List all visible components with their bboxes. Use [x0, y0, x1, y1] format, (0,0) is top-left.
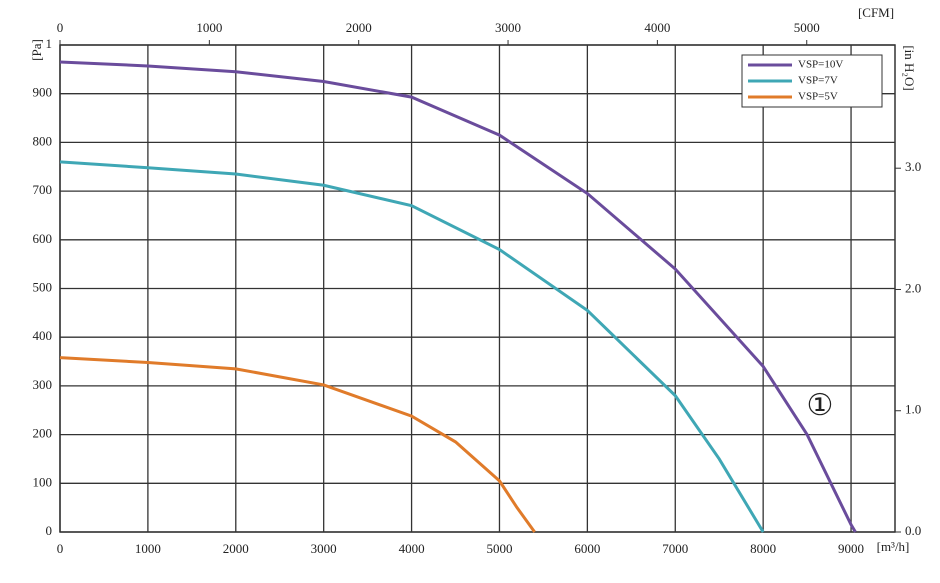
y2-tick-label: 0.0 — [905, 523, 921, 538]
y2-axis-label: [in H₂O] — [902, 45, 917, 90]
x2-tick-label: 4000 — [644, 20, 670, 35]
y-tick-label: 300 — [33, 377, 53, 392]
x2-tick-label: 0 — [57, 20, 64, 35]
x-tick-label: 6000 — [574, 541, 600, 556]
x-tick-label: 9000 — [838, 541, 864, 556]
curve — [59, 356, 536, 533]
x-tick-label: 1000 — [135, 541, 161, 556]
legend-label: VSP=7V — [798, 75, 838, 87]
x-tick-label: 4000 — [399, 541, 425, 556]
y-tick-label: 900 — [33, 85, 53, 100]
y-axis-label: [Pa] — [29, 39, 44, 61]
curve — [59, 60, 857, 533]
y-tick-label: 0 — [46, 523, 53, 538]
legend-label: VSP=10V — [798, 59, 843, 71]
x-tick-label: 3000 — [311, 541, 337, 556]
y-tick-label: 400 — [33, 328, 53, 343]
x2-axis-label: [CFM] — [858, 5, 894, 20]
x-tick-label: 8000 — [750, 541, 776, 556]
x-tick-label: 7000 — [662, 541, 688, 556]
x-tick-label: 0 — [57, 541, 64, 556]
annotation: ① — [807, 389, 834, 422]
y-tick-label: 600 — [33, 231, 53, 246]
curve — [59, 160, 765, 533]
y-tick-label: 100 — [33, 474, 53, 489]
y2-tick-label: 2.0 — [905, 280, 921, 295]
x-axis-label: [m³/h] — [877, 539, 910, 554]
x-tick-label: 2000 — [223, 541, 249, 556]
y-tick-label: 500 — [33, 279, 53, 294]
x2-tick-label: 5000 — [794, 20, 820, 35]
y-tick-label: 1 — [46, 36, 53, 51]
y2-tick-label: 1.0 — [905, 402, 921, 417]
y-tick-label: 200 — [33, 426, 53, 441]
y-tick-label: 700 — [33, 182, 53, 197]
x2-tick-label: 3000 — [495, 20, 521, 35]
x2-tick-label: 2000 — [346, 20, 372, 35]
x-tick-label: 5000 — [486, 541, 512, 556]
legend-label: VSP=5V — [798, 91, 838, 103]
y2-tick-label: 3.0 — [905, 159, 921, 174]
x2-tick-label: 1000 — [196, 20, 222, 35]
y-tick-label: 800 — [33, 133, 53, 148]
